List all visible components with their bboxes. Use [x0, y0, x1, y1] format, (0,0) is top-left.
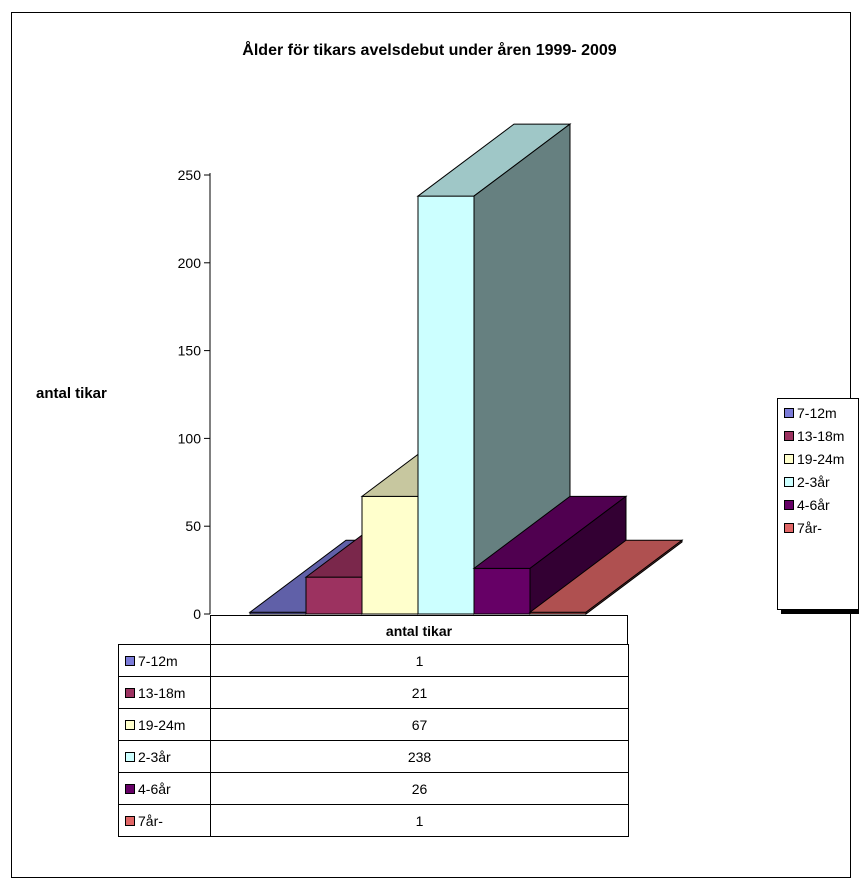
table-value: 1: [210, 644, 629, 677]
legend-swatch: [784, 431, 794, 441]
legend-label: 19-24m: [797, 451, 845, 467]
legend-item: 13-18m: [784, 428, 844, 444]
data-table: 7-12m 1 13-18m 21 19-24m 67 2-3år 238 4-6år 26 7år…: [118, 644, 629, 837]
table-row-label: 2-3år: [118, 740, 211, 773]
legend-label: 2-3år: [797, 474, 830, 490]
table-row-label: 7-12m: [118, 644, 211, 677]
chart-legend: 7-12m 13-18m 19-24m 2-3år 4-6år 7år-: [777, 398, 859, 610]
legend-label: 13-18m: [797, 428, 845, 444]
table-swatch: [125, 655, 135, 666]
table-header: antal tikar: [210, 615, 628, 645]
bar-7år-: [528, 539, 684, 615]
table-row-label: 4-6år: [118, 772, 211, 805]
table-row-label: 19-24m: [118, 708, 211, 741]
table-swatch: [125, 815, 135, 826]
y-tick-label: 150: [178, 343, 202, 359]
table-swatch: [125, 687, 135, 698]
table-value: 1: [210, 804, 629, 837]
legend-item: 7-12m: [784, 405, 837, 421]
legend-label: 7-12m: [797, 405, 837, 421]
legend-item: 2-3år: [784, 474, 830, 490]
chart-title: Ålder för tikars avelsdebut under åren 1…: [242, 42, 617, 59]
table-row: 4-6år 26: [118, 772, 629, 805]
legend-label: 4-6år: [797, 497, 830, 513]
y-tick-label: 0: [193, 606, 201, 622]
legend-swatch: [784, 408, 794, 418]
legend-item: 19-24m: [784, 451, 844, 467]
bar-4-6år: [472, 495, 628, 615]
table-row-label: 13-18m: [118, 676, 211, 709]
table-row: 7år- 1: [118, 804, 629, 837]
table-swatch: [125, 751, 135, 762]
legend-item: 4-6år: [784, 497, 830, 513]
table-row: 2-3år 238: [118, 740, 629, 773]
legend-swatch: [784, 477, 794, 487]
table-row: 13-18m 21: [118, 676, 629, 709]
y-tick-label: 100: [178, 430, 202, 446]
y-tick-label: 50: [185, 518, 201, 534]
legend-swatch: [784, 454, 794, 464]
table-swatch: [125, 719, 135, 730]
table-value: 21: [210, 676, 629, 709]
table-value: 67: [210, 708, 629, 741]
y-tick-label: 200: [178, 255, 202, 271]
legend-swatch: [784, 500, 794, 510]
legend-item: 7år-: [784, 520, 822, 536]
legend-swatch: [784, 523, 794, 533]
table-row: 7-12m 1: [118, 644, 629, 677]
bar-2-3år: [416, 123, 572, 615]
y-tick-label: 250: [178, 167, 202, 183]
y-axis-label: antal tikar: [36, 385, 107, 402]
legend-label: 7år-: [797, 520, 822, 536]
table-value: 238: [210, 740, 629, 773]
table-row-label: 7år-: [118, 804, 211, 837]
table-value: 26: [210, 772, 629, 805]
table-swatch: [125, 783, 135, 794]
table-row: 19-24m 67: [118, 708, 629, 741]
